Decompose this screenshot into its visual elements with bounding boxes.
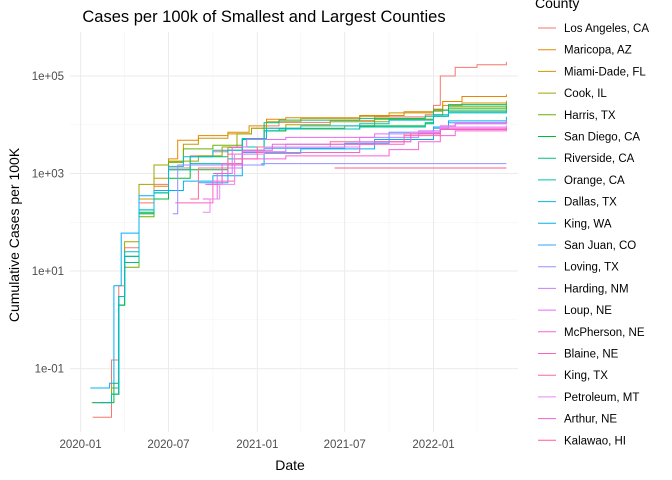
legend-label: Orange, CA (564, 175, 625, 187)
legend-label: Harris, TX (564, 110, 616, 122)
x-tick-label: 2020-07 (147, 439, 189, 451)
legend-title: County (535, 0, 579, 11)
legend-label: San Juan, CO (564, 240, 636, 252)
legend-label: King, WA (564, 218, 612, 230)
legend-label: King, TX (564, 370, 608, 382)
y-tick-label: 1e+01 (32, 266, 64, 278)
legend-label: Riverside, CA (564, 153, 635, 165)
chart-title: Cases per 100k of Smallest and Largest C… (82, 8, 445, 26)
series-line (202, 121, 507, 200)
series-line (205, 129, 507, 185)
x-tick-label: 2022-01 (412, 439, 454, 451)
x-axis-title: Date (275, 457, 305, 473)
legend-label: Harding, NM (564, 283, 629, 295)
legend-label: McPherson, NE (564, 327, 645, 339)
legend-label: Cook, IL (564, 88, 607, 100)
x-tick-label: 2021-01 (236, 439, 278, 451)
y-tick-label: 1e-01 (35, 364, 64, 376)
legend-label: Loving, TX (564, 262, 619, 274)
x-axis-ticks: 2020-01 2020-07 2021-01 2021-07 2022-01 (60, 439, 455, 451)
legend-label: Arthur, NE (564, 414, 617, 426)
legend: County Los Angeles, CA Maricopa, AZ Miami-… (535, 0, 649, 447)
series-group (90, 61, 507, 418)
legend-label: Kalawao, HI (564, 435, 626, 447)
legend-label: Dallas, TX (564, 197, 617, 209)
series-line (212, 128, 507, 174)
legend-label: Los Angeles, CA (564, 23, 649, 35)
y-tick-label: 1e+05 (32, 71, 64, 83)
legend-label: Petroleum, MT (564, 392, 639, 404)
legend-label: Miami-Dade, FL (564, 66, 646, 78)
x-tick-label: 2021-07 (324, 439, 366, 451)
legend-label: Maricopa, AZ (564, 45, 632, 57)
y-axis-title: Cumulative Cases per 100K (6, 147, 22, 322)
legend-label: San Diego, CA (564, 132, 640, 144)
y-axis-ticks: 1e-01 1e+01 1e+03 1e+05 (32, 71, 64, 376)
x-tick-label: 2020-01 (60, 439, 102, 451)
legend-label: Blaine, NE (564, 349, 619, 361)
series-line (172, 163, 507, 215)
gridlines (70, 32, 518, 432)
y-tick-label: 1e+03 (32, 169, 64, 181)
legend-label: Loup, NE (564, 305, 612, 317)
